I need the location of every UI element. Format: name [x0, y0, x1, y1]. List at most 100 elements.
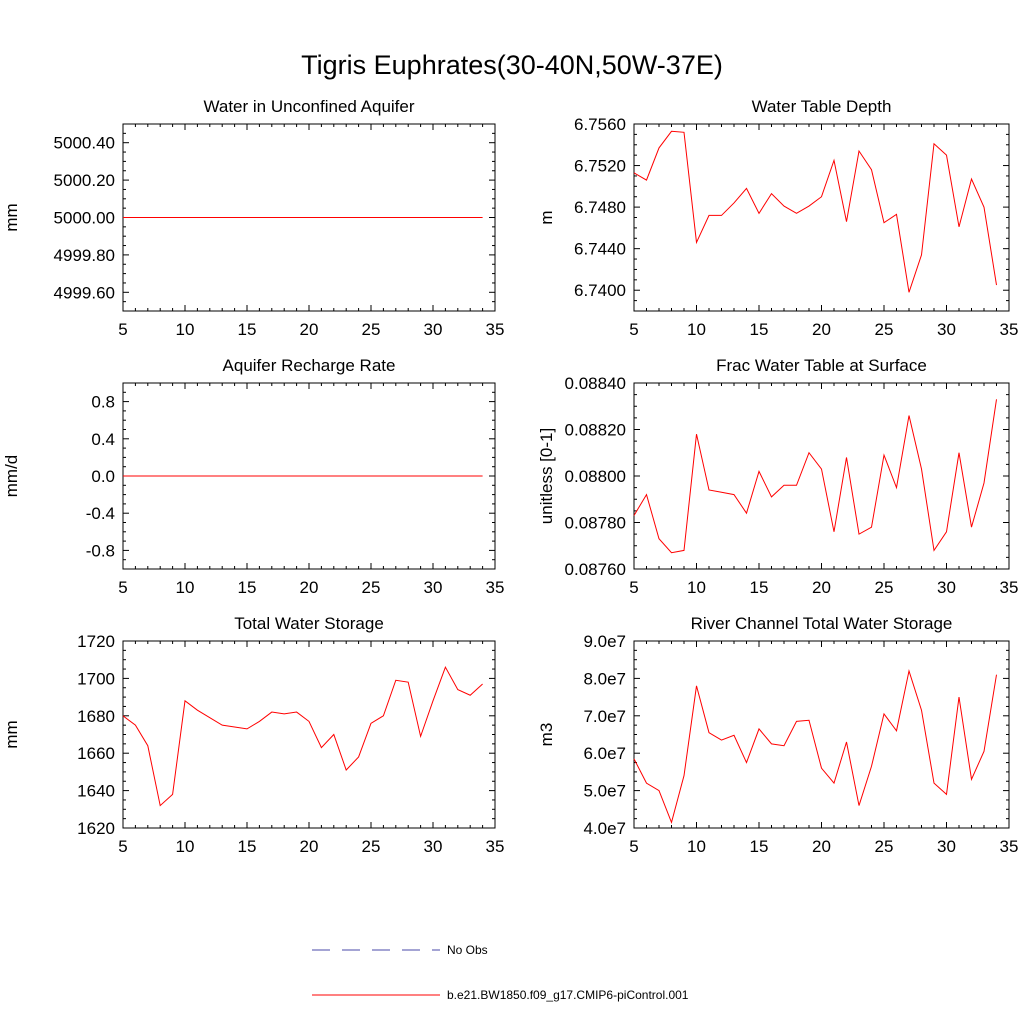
- y-tick-label: 6.0e7: [583, 744, 626, 763]
- x-tick-label: 20: [300, 578, 319, 597]
- x-tick-label: 20: [300, 320, 319, 339]
- x-tick-label: 15: [238, 578, 257, 597]
- chart-water-in-unconfined-aquifer: 5 10 15 20 25 30 35 4999.60 4999.80 5000.00 5000.2…: [2, 97, 504, 339]
- x-tick-label: 20: [812, 578, 831, 597]
- y-tick-label: 1720: [77, 632, 115, 651]
- x-tick-label: 15: [750, 320, 769, 339]
- x-tick-label: 30: [424, 837, 443, 856]
- series-line: [633, 130, 997, 293]
- y-tick-label: 6.7440: [574, 240, 626, 259]
- x-tick-label: 30: [937, 578, 956, 597]
- y-tick-label: 6.7560: [574, 115, 626, 134]
- y-tick-label: 0.08780: [565, 514, 626, 533]
- x-tick-label: 25: [875, 578, 894, 597]
- x-tick-label: 10: [687, 837, 706, 856]
- y-tick-label: 0.8: [91, 393, 115, 412]
- main-title: Tigris Euphrates(30-40N,50W-37E): [301, 50, 723, 80]
- plot-frame: [122, 640, 496, 829]
- legend: No Obs b.e21.BW1850.f09_g17.CMIP6-piCont…: [312, 943, 689, 1002]
- y-tick-label: -0.4: [86, 504, 115, 523]
- y-axis-label: m3: [537, 723, 556, 747]
- y-axis-label: m: [537, 210, 556, 224]
- y-tick-label: 6.7520: [574, 157, 626, 176]
- x-tick-label: 5: [118, 578, 127, 597]
- x-tick-label: 35: [1000, 320, 1019, 339]
- x-tick-label: 5: [118, 837, 127, 856]
- x-tick-label: 30: [424, 320, 443, 339]
- x-tick-label: 20: [812, 837, 831, 856]
- y-tick-label: 0.08820: [565, 421, 626, 440]
- y-tick-label: 7.0e7: [583, 707, 626, 726]
- x-tick-label: 20: [300, 837, 319, 856]
- y-tick-label: 0.08840: [565, 374, 626, 393]
- legend-obs-label: No Obs: [447, 943, 488, 957]
- legend-model-label: b.e21.BW1850.f09_g17.CMIP6-piControl.001: [447, 988, 689, 1002]
- panel-title: Water Table Depth: [752, 97, 892, 116]
- y-tick-label: 6.7480: [574, 198, 626, 217]
- y-tick-label: 4999.80: [54, 246, 115, 265]
- y-tick-label: 4999.60: [54, 283, 115, 302]
- chart-aquifer-recharge-rate: 5 10 15 20 25 30 35 -0.8 -0.4 0.0 0.4 0.8 Aquifer Re…: [2, 356, 504, 597]
- chart-river-channel-total-water-storage: 5 10 15 20 25 30 35 4.0e7 5.0e7 6.0e7 7.0e7 8.0e7 9.…: [537, 614, 1018, 856]
- x-tick-label: 10: [176, 837, 195, 856]
- y-axis-label: mm: [2, 720, 21, 748]
- panel-title: Water in Unconfined Aquifer: [203, 97, 414, 116]
- y-tick-label: -0.8: [86, 541, 115, 560]
- x-tick-label: 15: [750, 578, 769, 597]
- chart-panels: 5 10 15 20 25 30 35 4999.60 4999.80 5000.00 5000.2…: [2, 97, 1018, 856]
- x-tick-label: 5: [118, 320, 127, 339]
- x-tick-label: 30: [424, 578, 443, 597]
- x-tick-label: 25: [875, 837, 894, 856]
- plot-frame: [633, 640, 1010, 829]
- x-tick-label: 15: [750, 837, 769, 856]
- y-tick-label: 1640: [77, 782, 115, 801]
- y-tick-label: 5000.20: [54, 171, 115, 190]
- chart-water-table-depth: 5 10 15 20 25 30 35 6.7400 6.7440 6.7480 6.7520 6.7…: [537, 97, 1018, 339]
- x-tick-label: 20: [812, 320, 831, 339]
- x-tick-label: 35: [486, 837, 505, 856]
- x-tick-label: 10: [687, 578, 706, 597]
- y-tick-label: 1700: [77, 669, 115, 688]
- x-tick-label: 25: [875, 320, 894, 339]
- x-tick-label: 30: [937, 320, 956, 339]
- x-tick-label: 10: [687, 320, 706, 339]
- x-tick-label: 10: [176, 320, 195, 339]
- plot-frame: [633, 123, 1010, 312]
- y-tick-label: 0.08760: [565, 560, 626, 579]
- x-tick-label: 5: [629, 320, 638, 339]
- panel-title: Total Water Storage: [234, 614, 384, 633]
- x-tick-label: 35: [486, 578, 505, 597]
- y-axis-label: mm: [2, 203, 21, 231]
- x-tick-label: 35: [1000, 578, 1019, 597]
- x-tick-label: 5: [629, 837, 638, 856]
- x-tick-label: 25: [362, 837, 381, 856]
- y-tick-label: 0.0: [91, 467, 115, 486]
- series-line: [122, 665, 483, 807]
- x-tick-label: 35: [1000, 837, 1019, 856]
- y-tick-label: 0.08800: [565, 467, 626, 486]
- x-tick-label: 25: [362, 320, 381, 339]
- y-tick-label: 1620: [77, 819, 115, 838]
- x-tick-label: 30: [937, 837, 956, 856]
- y-tick-label: 1680: [77, 707, 115, 726]
- chart-frac-water-table-at-surface: 5 10 15 20 25 30 35 0.08760 0.08780 0.08800 0.0882…: [537, 356, 1018, 597]
- x-tick-label: 15: [238, 320, 257, 339]
- x-tick-label: 5: [629, 578, 638, 597]
- panel-title: Aquifer Recharge Rate: [223, 356, 396, 375]
- panel-title: River Channel Total Water Storage: [691, 614, 953, 633]
- x-tick-label: 35: [486, 320, 505, 339]
- y-tick-label: 1660: [77, 744, 115, 763]
- y-tick-label: 8.0e7: [583, 669, 626, 688]
- y-tick-label: 5000.40: [54, 134, 115, 153]
- y-tick-label: 9.0e7: [583, 632, 626, 651]
- plot-frame: [633, 382, 1010, 570]
- series-line: [633, 399, 997, 554]
- y-axis-label: mm/d: [2, 455, 21, 498]
- chart-total-water-storage: 5 10 15 20 25 30 35 1620 1640 1660 1680 1700 1720 Tot…: [2, 614, 504, 856]
- series-line: [633, 668, 997, 824]
- x-tick-label: 25: [362, 578, 381, 597]
- panel-title: Frac Water Table at Surface: [716, 356, 927, 375]
- y-axis-label: unitless [0-1]: [537, 428, 556, 524]
- y-tick-label: 5000.00: [54, 209, 115, 228]
